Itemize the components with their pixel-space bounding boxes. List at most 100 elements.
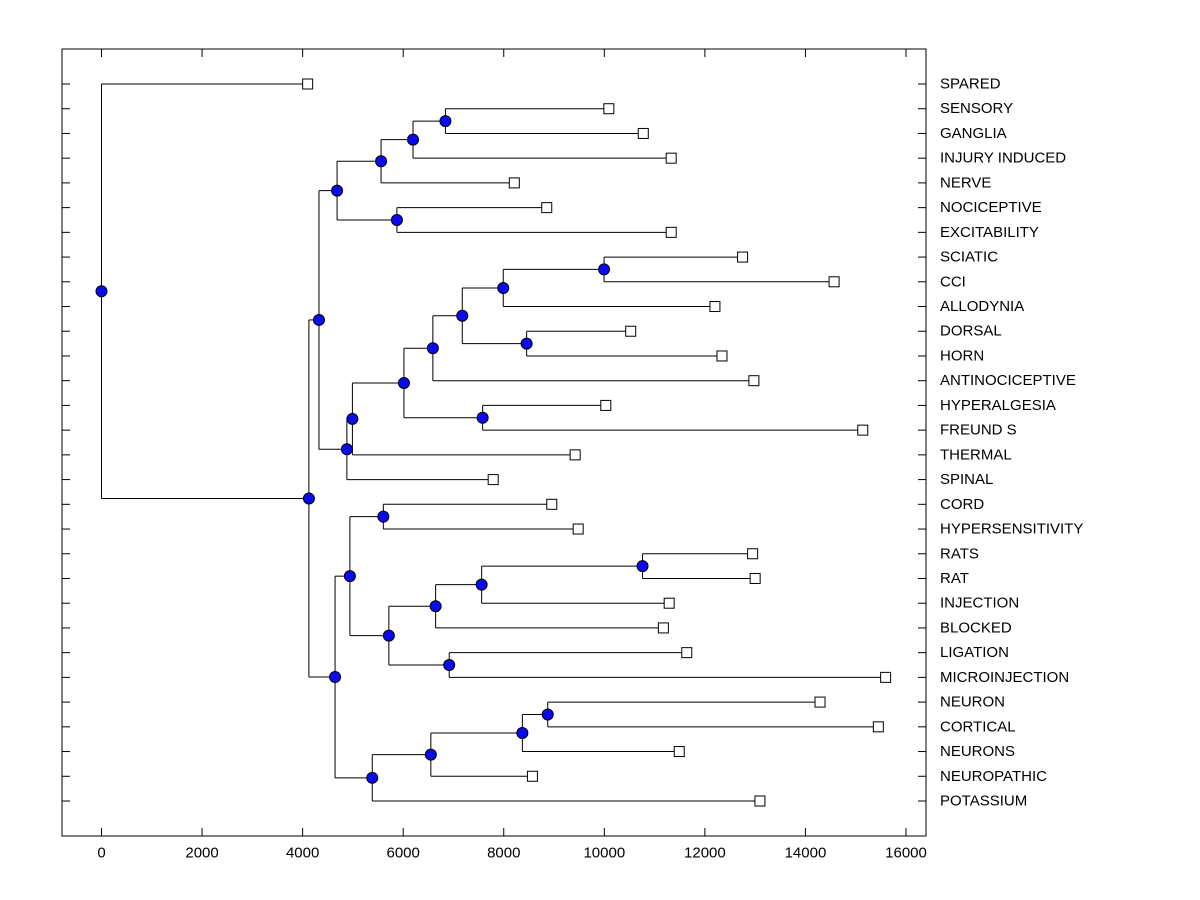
leaf-label: ALLODYNIA — [940, 298, 1024, 315]
x-tick-label: 8000 — [487, 844, 520, 861]
branch-node-marker — [497, 281, 510, 294]
branch-node-marker — [426, 342, 439, 355]
leaf-label: CCI — [940, 273, 966, 290]
branch-node-marker — [302, 492, 315, 505]
leaf-node-marker — [673, 746, 685, 758]
leaf-node-marker — [625, 325, 637, 337]
leaf-node-marker — [657, 622, 669, 634]
leaf-node-marker — [302, 78, 314, 90]
leaf-node-marker — [754, 795, 766, 807]
x-tick-label: 16000 — [885, 844, 927, 861]
branch-node-marker — [312, 313, 325, 326]
leaf-label: HYPERALGESIA — [940, 397, 1056, 414]
x-tick-label: 2000 — [185, 844, 218, 861]
leaf-node-marker — [572, 523, 584, 535]
leaf-label: NEUROPATHIC — [940, 768, 1047, 785]
leaf-label: INJURY INDUCED — [940, 150, 1066, 167]
leaf-node-marker — [600, 399, 612, 411]
leaf-node-marker — [681, 647, 693, 659]
x-tick-label: 4000 — [286, 844, 319, 861]
leaf-label: NEURON — [940, 694, 1005, 711]
leaf-node-marker — [709, 301, 721, 313]
branch-node-marker — [636, 560, 649, 573]
leaf-node-marker — [546, 498, 558, 510]
leaf-label: LIGATION — [940, 644, 1009, 661]
leaf-node-marker — [880, 671, 892, 683]
leaf-node-marker — [748, 375, 760, 387]
branch-node-marker — [456, 309, 469, 322]
leaf-label: EXCITABILITY — [940, 224, 1039, 241]
leaf-label: ANTINOCICEPTIVE — [940, 372, 1076, 389]
leaf-node-marker — [716, 350, 728, 362]
leaf-label: RATS — [940, 545, 979, 562]
leaf-node-marker — [487, 474, 499, 486]
leaf-label: SPINAL — [940, 471, 993, 488]
leaf-label: CORTICAL — [940, 718, 1016, 735]
leaf-node-marker — [665, 226, 677, 238]
branch-node-marker — [95, 285, 108, 298]
branch-node-marker — [476, 411, 489, 424]
leaf-node-marker — [828, 276, 840, 288]
branch-node-marker — [329, 670, 342, 683]
branch-node-marker — [397, 377, 410, 390]
leaf-label: INJECTION — [940, 595, 1019, 612]
x-tick-label: 12000 — [684, 844, 726, 861]
leaf-label: DORSAL — [940, 323, 1002, 340]
leaf-label: HORN — [940, 347, 984, 364]
leaf-label: GANGLIA — [940, 125, 1007, 142]
leaf-label: THERMAL — [940, 446, 1012, 463]
branch-node-marker — [382, 629, 395, 642]
branch-node-marker — [340, 443, 353, 456]
branch-node-marker — [520, 337, 533, 350]
leaf-node-marker — [857, 424, 869, 436]
leaf-node-marker — [508, 177, 520, 189]
plot-box — [61, 48, 927, 837]
leaf-label: NOCICEPTIVE — [940, 199, 1042, 216]
branch-node-marker — [443, 659, 456, 672]
leaf-node-marker — [749, 572, 761, 584]
x-tick-label: 0 — [97, 844, 105, 861]
x-tick-label: 14000 — [785, 844, 827, 861]
branch-node-marker — [375, 155, 388, 168]
branch-node-marker — [406, 133, 419, 146]
leaf-node-marker — [747, 548, 759, 560]
leaf-node-marker — [541, 202, 553, 214]
leaf-label: MICROINJECTION — [940, 669, 1069, 686]
branch-node-marker — [390, 213, 403, 226]
leaf-label: NEURONS — [940, 743, 1015, 760]
branch-node-marker — [598, 263, 611, 276]
leaf-node-marker — [526, 770, 538, 782]
branch-node-marker — [346, 412, 359, 425]
branch-node-marker — [377, 510, 390, 523]
branch-node-marker — [429, 600, 442, 613]
branch-node-marker — [475, 578, 488, 591]
leaf-label: POTASSIUM — [940, 792, 1027, 809]
leaf-node-marker — [663, 597, 675, 609]
x-tick-label: 10000 — [583, 844, 625, 861]
leaf-label: HYPERSENSITIVITY — [940, 521, 1083, 538]
leaf-node-marker — [603, 103, 615, 115]
leaf-node-marker — [569, 449, 581, 461]
leaf-label: RAT — [940, 570, 969, 587]
leaf-label: NERVE — [940, 174, 991, 191]
leaf-label: CORD — [940, 496, 984, 513]
leaf-label: BLOCKED — [940, 619, 1012, 636]
branch-node-marker — [439, 115, 452, 128]
leaf-node-marker — [737, 251, 749, 263]
branch-node-marker — [366, 771, 379, 784]
leaf-label: SCIATIC — [940, 249, 998, 266]
leaf-node-marker — [665, 152, 677, 164]
x-tick-label: 6000 — [387, 844, 420, 861]
leaf-label: SENSORY — [940, 100, 1013, 117]
branch-node-marker — [541, 708, 554, 721]
leaf-node-marker — [814, 696, 826, 708]
leaf-node-marker — [637, 127, 649, 139]
branch-node-marker — [343, 570, 356, 583]
branch-node-marker — [516, 727, 529, 740]
leaf-label: SPARED — [940, 76, 1001, 93]
leaf-node-marker — [872, 721, 884, 733]
leaf-label: FREUND S — [940, 422, 1017, 439]
branch-node-marker — [424, 748, 437, 761]
branch-node-marker — [331, 184, 344, 197]
